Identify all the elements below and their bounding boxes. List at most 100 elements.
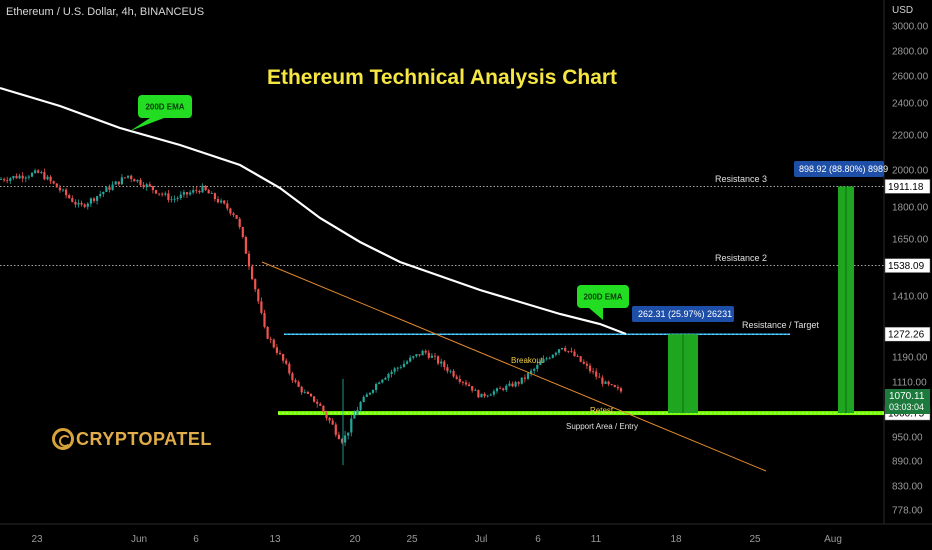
candle-body [235, 215, 238, 219]
y-tick-label: 1410.00 [892, 292, 929, 303]
trendline [261, 261, 767, 472]
resistance-target-label: Resistance / Target [742, 320, 819, 330]
callout-label: 200D EMA [583, 293, 622, 302]
candle-body [3, 179, 6, 181]
candle-body [192, 190, 195, 193]
candle-body [55, 183, 58, 188]
candle-body [573, 351, 576, 357]
candle-body [37, 170, 40, 173]
candle-body [142, 184, 145, 188]
candle-body [588, 365, 592, 372]
candle-body [539, 362, 542, 365]
candle-body [495, 388, 499, 392]
candle-body [542, 359, 545, 363]
candle-body [24, 177, 27, 179]
candle-body [353, 414, 356, 419]
candle-body [350, 418, 353, 433]
candle-body [15, 176, 18, 179]
candle-body [92, 198, 96, 201]
candle-body [99, 194, 102, 197]
candle-body [117, 181, 120, 185]
breakout-label: Breakout [511, 356, 544, 365]
candle-body [108, 187, 111, 190]
candle-body [210, 193, 213, 194]
candle-body [272, 339, 275, 348]
candle-body [12, 176, 15, 179]
candle-body [502, 388, 505, 390]
candle-body [89, 198, 92, 204]
x-tick-label: 13 [269, 534, 281, 545]
candle-body [167, 193, 170, 200]
candle-body [616, 387, 619, 389]
x-tick-label: 25 [406, 534, 418, 545]
candle-body [381, 379, 384, 383]
candle-body [123, 177, 127, 179]
y-tick-label: 3000.00 [892, 22, 929, 33]
candle-body [244, 237, 247, 254]
candle-body [266, 326, 269, 339]
candle-body [86, 203, 89, 207]
y-tick-label: 1800.00 [892, 203, 929, 214]
candle-body [111, 184, 114, 190]
candle-body [68, 195, 71, 199]
candle-body [489, 394, 492, 396]
candle-body [418, 354, 421, 356]
candle-body [18, 175, 21, 179]
candle-body [561, 347, 564, 350]
candle-body [207, 190, 210, 194]
measure-label-2: 898.92 (88.80%) 8989 [799, 164, 888, 174]
candle-body [0, 179, 3, 180]
candle-body [415, 354, 418, 357]
candle-body [337, 434, 340, 440]
candle-body [65, 189, 68, 196]
candle-body [486, 395, 489, 397]
candle-body [437, 356, 440, 364]
ema-200-line [0, 86, 627, 336]
candle-body [344, 435, 347, 443]
candle-body [613, 385, 616, 388]
candle-body [291, 373, 294, 381]
candle-body [154, 190, 158, 194]
candle-body [105, 187, 108, 192]
candle-body [505, 385, 508, 390]
candle-body [331, 420, 334, 425]
y-axis-unit: USD [892, 5, 913, 16]
candle-body [471, 386, 474, 391]
candle-body [319, 403, 322, 406]
candle-body [71, 198, 74, 203]
candle-body [477, 390, 480, 398]
candle-body [282, 354, 285, 361]
candle-body [195, 190, 198, 191]
candle-body [564, 347, 567, 351]
callout-box [138, 95, 192, 118]
candle-body [328, 418, 331, 421]
candle-body [288, 363, 291, 374]
candle-body [238, 218, 241, 228]
candle-body [316, 401, 319, 404]
candle-body [198, 190, 201, 193]
candle-body [334, 424, 337, 435]
logo-text: CRYPTOPATEL [76, 428, 212, 449]
candle-body [322, 405, 325, 412]
candle-body [464, 382, 468, 385]
candle-body [421, 350, 424, 356]
candle-body [120, 177, 123, 185]
candle-body [393, 368, 396, 372]
candle-body [619, 388, 623, 392]
callout-label: 200D EMA [145, 103, 184, 112]
price-tags: 1911.18 1538.09 1272.26 1000.75 1070.1103:03… [884, 179, 931, 421]
candle-body [567, 350, 570, 352]
candle-body [40, 172, 43, 173]
candle-body [247, 253, 251, 267]
x-tick-label: 6 [193, 534, 199, 545]
y-tick-label: 2000.00 [892, 166, 929, 177]
candle-body [297, 381, 300, 387]
candle-body [127, 175, 130, 178]
candle-body [508, 383, 511, 386]
candle-body [483, 393, 486, 397]
candle-body [576, 356, 579, 357]
x-tick-label: 6 [535, 534, 541, 545]
support-band [278, 411, 884, 416]
